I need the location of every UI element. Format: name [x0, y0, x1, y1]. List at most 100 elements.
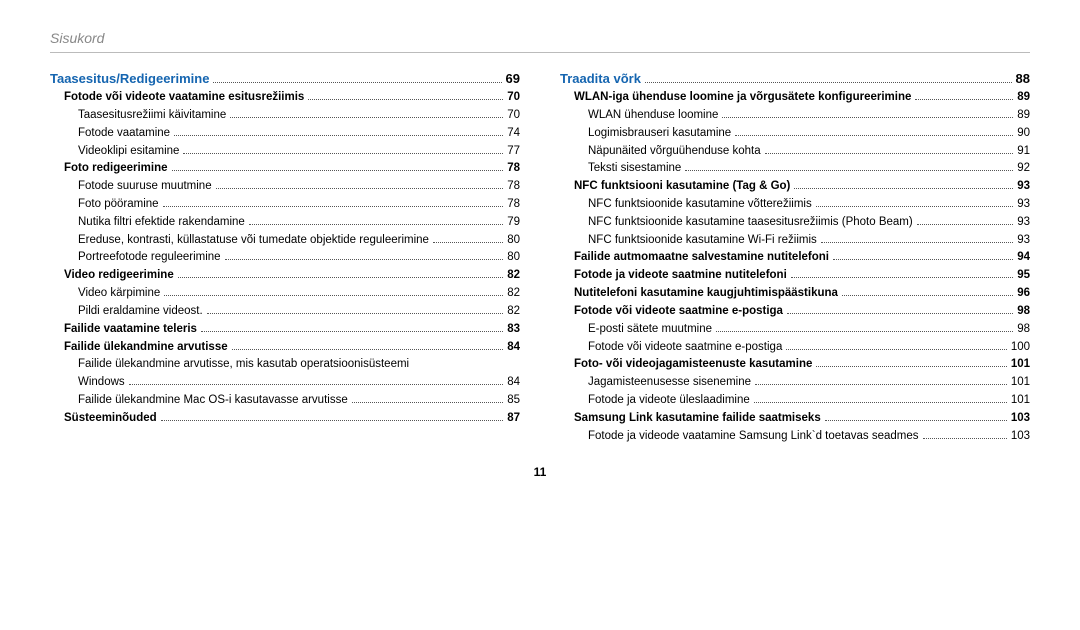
- toc-page-number: 80: [507, 232, 520, 250]
- toc-subentry[interactable]: NFC funktsioonide kasutamine võtterežiim…: [560, 196, 1030, 214]
- toc-label: NFC funktsioonide kasutamine võtterežiim…: [588, 196, 812, 214]
- toc-subentry[interactable]: Videoklipi esitamine 77: [50, 143, 520, 161]
- toc-label: Samsung Link kasutamine failide saatmise…: [574, 410, 821, 428]
- page-header: Sisukord: [50, 30, 1030, 53]
- toc-page-number: 85: [507, 392, 520, 410]
- toc-label: NFC funktsiooni kasutamine (Tag & Go): [574, 178, 790, 196]
- toc-entry[interactable]: Fotode või videote saatmine e-postiga 98: [560, 303, 1030, 321]
- toc-page-number: 93: [1017, 178, 1030, 196]
- toc-entry[interactable]: WLAN-iga ühenduse loomine ja võrgusätete…: [560, 89, 1030, 107]
- toc-leader-dots: [816, 366, 1006, 367]
- toc-leader-dots: [842, 295, 1013, 296]
- toc-leader-dots: [172, 170, 504, 171]
- toc-subentry[interactable]: Nutika filtri efektide rakendamine 79: [50, 214, 520, 232]
- toc-leader-dots: [917, 224, 1014, 225]
- toc-page-number: 93: [1017, 232, 1030, 250]
- toc-subentry[interactable]: Windows 84: [50, 374, 520, 392]
- toc-page-number: 98: [1017, 321, 1030, 339]
- toc-subentry[interactable]: NFC funktsioonide kasutamine taasesitusr…: [560, 214, 1030, 232]
- toc-entry[interactable]: Nutitelefoni kasutamine kaugjuhtimispääs…: [560, 285, 1030, 303]
- toc-entry[interactable]: Foto- või videojagamisteenuste kasutamin…: [560, 356, 1030, 374]
- toc-entry[interactable]: Failide autmomaatne salvestamine nutitel…: [560, 249, 1030, 267]
- toc-leader-dots: [164, 295, 503, 296]
- toc-label: Fotode ja videote üleslaadimine: [588, 392, 750, 410]
- toc-leader-dots: [207, 313, 504, 314]
- toc-subentry[interactable]: Jagamisteenusesse sisenemine 101: [560, 374, 1030, 392]
- toc-page-number: 80: [507, 249, 520, 267]
- toc-leader-dots: [216, 188, 504, 189]
- toc-subentry[interactable]: Video kärpimine 82: [50, 285, 520, 303]
- toc-page-number: 83: [507, 321, 520, 339]
- toc-leader-dots: [163, 206, 504, 207]
- toc-entry[interactable]: Fotode ja videote saatmine nutitelefoni …: [560, 267, 1030, 285]
- toc-subentry[interactable]: Failide ülekandmine Mac OS-i kasutavasse…: [50, 392, 520, 410]
- toc-page-number: 82: [507, 285, 520, 303]
- toc-entry[interactable]: Samsung Link kasutamine failide saatmise…: [560, 410, 1030, 428]
- toc-label: Taasesitusrežiimi käivitamine: [78, 107, 226, 125]
- toc-entry[interactable]: NFC funktsiooni kasutamine (Tag & Go) 93: [560, 178, 1030, 196]
- toc-page-number: 82: [507, 303, 520, 321]
- toc-label: Fotode või videote saatmine e-postiga: [588, 339, 782, 357]
- toc-entry[interactable]: Süsteeminõuded 87: [50, 410, 520, 428]
- toc-page-number: 78: [507, 178, 520, 196]
- toc-subentry[interactable]: NFC funktsioonide kasutamine Wi-Fi režii…: [560, 232, 1030, 250]
- toc-label: NFC funktsioonide kasutamine taasesitusr…: [588, 214, 913, 232]
- toc-page-number: 101: [1011, 374, 1030, 392]
- toc-label: Süsteeminõuded: [64, 410, 157, 428]
- toc-leader-dots: [765, 153, 1014, 154]
- toc-label: Portreefotode reguleerimine: [78, 249, 221, 267]
- toc-page-number: 84: [507, 339, 520, 357]
- toc-leader-dots: [791, 277, 1013, 278]
- toc-section[interactable]: Taasesitus/Redigeerimine 69: [50, 69, 520, 89]
- toc-subentry[interactable]: Portreefotode reguleerimine 80: [50, 249, 520, 267]
- toc-subentry[interactable]: Fotode ja videode vaatamine Samsung Link…: [560, 428, 1030, 446]
- toc-leader-dots: [794, 188, 1013, 189]
- toc-page-number: 78: [507, 196, 520, 214]
- toc-page-number: 98: [1017, 303, 1030, 321]
- toc-subentry[interactable]: WLAN ühenduse loomine 89: [560, 107, 1030, 125]
- toc-page-number: 84: [507, 374, 520, 392]
- toc-page-number: 82: [507, 267, 520, 285]
- toc-label: Video kärpimine: [78, 285, 160, 303]
- toc-leader-dots: [786, 349, 1006, 350]
- toc-leader-dots: [735, 135, 1013, 136]
- toc-leader-dots: [308, 99, 503, 100]
- toc-entry[interactable]: Foto redigeerimine 78: [50, 160, 520, 178]
- toc-entry[interactable]: Failide ülekandmine arvutisse 84: [50, 339, 520, 357]
- toc-leader-dots: [225, 259, 504, 260]
- toc-subentry[interactable]: Teksti sisestamine 92: [560, 160, 1030, 178]
- toc-page-number: 93: [1017, 196, 1030, 214]
- toc-label: Video redigeerimine: [64, 267, 174, 285]
- toc-subentry[interactable]: Pildi eraldamine videost. 82: [50, 303, 520, 321]
- toc-subentry[interactable]: E-posti sätete muutmine 98: [560, 321, 1030, 339]
- toc-section[interactable]: Traadita võrk 88: [560, 69, 1030, 89]
- toc-label: Fotode ja videode vaatamine Samsung Link…: [588, 428, 919, 446]
- toc-subentry[interactable]: Näpunäited võrguühenduse kohta 91: [560, 143, 1030, 161]
- toc-page-number: 92: [1017, 160, 1030, 178]
- toc-subentry[interactable]: Fotode vaatamine 74: [50, 125, 520, 143]
- toc-leader-dots: [178, 277, 503, 278]
- toc-entry[interactable]: Failide vaatamine teleris 83: [50, 321, 520, 339]
- toc-subentry[interactable]: Fotode ja videote üleslaadimine 101: [560, 392, 1030, 410]
- toc-label: Fotode vaatamine: [78, 125, 170, 143]
- toc-label: Fotode või videote vaatamine esitusrežii…: [64, 89, 304, 107]
- toc-label: Fotode ja videote saatmine nutitelefoni: [574, 267, 787, 285]
- toc-page-number: 87: [507, 410, 520, 428]
- toc-subentry[interactable]: Taasesitusrežiimi käivitamine 70: [50, 107, 520, 125]
- toc-label: Failide ülekandmine Mac OS-i kasutavasse…: [78, 392, 348, 410]
- toc-subentry[interactable]: Fotode või videote saatmine e-postiga 10…: [560, 339, 1030, 357]
- toc-subentry[interactable]: Fotode suuruse muutmine 78: [50, 178, 520, 196]
- toc-entry[interactable]: Video redigeerimine 82: [50, 267, 520, 285]
- toc-subentry[interactable]: Ereduse, kontrasti, küllastatuse või tum…: [50, 232, 520, 250]
- toc-entry[interactable]: Fotode või videote vaatamine esitusrežii…: [50, 89, 520, 107]
- toc-page-number: 101: [1011, 356, 1030, 374]
- toc-subentry[interactable]: Logimisbrauseri kasutamine 90: [560, 125, 1030, 143]
- toc-label: WLAN ühenduse loomine: [588, 107, 718, 125]
- toc-label: Failide autmomaatne salvestamine nutitel…: [574, 249, 829, 267]
- toc-leader-dots: [129, 384, 504, 385]
- toc-leader-dots: [174, 135, 503, 136]
- toc-subentry[interactable]: Foto pööramine 78: [50, 196, 520, 214]
- toc-leader-dots: [230, 117, 503, 118]
- toc-leader-dots: [722, 117, 1013, 118]
- toc-leader-dots: [183, 153, 503, 154]
